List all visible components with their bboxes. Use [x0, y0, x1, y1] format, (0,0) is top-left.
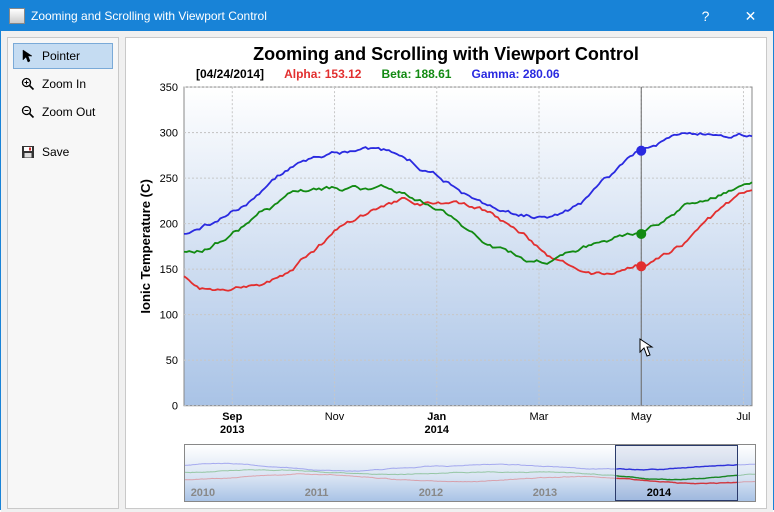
- main-chart[interactable]: 0 50 100 150 200 250 300 350 Sep2013 Nov Jan2014 Ma…: [136, 83, 756, 440]
- svg-text:Nov: Nov: [325, 411, 345, 423]
- svg-text:200: 200: [160, 219, 178, 231]
- svg-text:Jul: Jul: [736, 411, 750, 423]
- svg-text:250: 250: [160, 173, 178, 185]
- overview-year-label: 2011: [305, 487, 329, 499]
- svg-text:0: 0: [172, 401, 178, 413]
- legend-alpha: Alpha: 153.12: [284, 67, 361, 81]
- chart-title: Zooming and Scrolling with Viewport Cont…: [136, 44, 756, 65]
- overview-year-label: 2010: [191, 487, 215, 499]
- window-title: Zooming and Scrolling with Viewport Cont…: [31, 9, 267, 23]
- legend-date: [04/24/2014]: [196, 67, 264, 81]
- help-button[interactable]: ?: [683, 1, 728, 31]
- svg-text:150: 150: [160, 264, 178, 276]
- overview-year-label: 2013: [533, 487, 557, 499]
- svg-text:100: 100: [160, 310, 178, 322]
- close-button[interactable]: ✕: [728, 1, 773, 31]
- chart-panel: Zooming and Scrolling with Viewport Cont…: [125, 37, 767, 509]
- svg-text:Sep: Sep: [222, 411, 242, 423]
- svg-text:Mar: Mar: [530, 411, 549, 423]
- tool-sidebar: Pointer Zoom In Zoom Out Save: [7, 37, 119, 509]
- pointer-icon: [20, 49, 36, 63]
- svg-text:Ionic Temperature (C): Ionic Temperature (C): [138, 179, 153, 313]
- legend-beta: Beta: 188.61: [381, 67, 451, 81]
- svg-text:May: May: [631, 411, 652, 423]
- zoom-out-icon: [20, 105, 36, 119]
- save-button-label: Save: [42, 145, 69, 159]
- svg-text:Jan: Jan: [427, 411, 446, 423]
- zoom-in-tool-button[interactable]: Zoom In: [13, 71, 113, 97]
- pointer-tool-label: Pointer: [42, 49, 80, 63]
- floppy-disk-icon: [20, 145, 36, 159]
- pointer-tool-button[interactable]: Pointer: [13, 43, 113, 69]
- app-window: Zooming and Scrolling with Viewport Cont…: [0, 0, 774, 510]
- overview-year-label: 2014: [647, 487, 671, 499]
- svg-text:2014: 2014: [425, 424, 450, 436]
- overview-viewport[interactable]: 2010 2011 2012 2013 2014: [184, 444, 756, 502]
- svg-text:300: 300: [160, 128, 178, 140]
- zoom-out-tool-label: Zoom Out: [42, 105, 95, 119]
- body: Pointer Zoom In Zoom Out Save: [1, 31, 773, 512]
- chart-legend: [04/24/2014] Alpha: 153.12 Beta: 188.61 …: [136, 67, 756, 81]
- main-chart-svg: 0 50 100 150 200 250 300 350 Sep2013 Nov Jan2014 Ma…: [136, 83, 756, 440]
- zoom-in-icon: [20, 77, 36, 91]
- legend-gamma: Gamma: 280.06: [471, 67, 559, 81]
- overview-window[interactable]: [615, 445, 738, 501]
- titlebar: Zooming and Scrolling with Viewport Cont…: [1, 1, 773, 31]
- save-button[interactable]: Save: [13, 139, 113, 165]
- overview-year-label: 2012: [419, 487, 443, 499]
- svg-text:350: 350: [160, 83, 178, 94]
- zoom-out-tool-button[interactable]: Zoom Out: [13, 99, 113, 125]
- svg-text:50: 50: [166, 355, 178, 367]
- svg-text:2013: 2013: [220, 424, 244, 436]
- app-icon: [9, 8, 25, 24]
- zoom-in-tool-label: Zoom In: [42, 77, 86, 91]
